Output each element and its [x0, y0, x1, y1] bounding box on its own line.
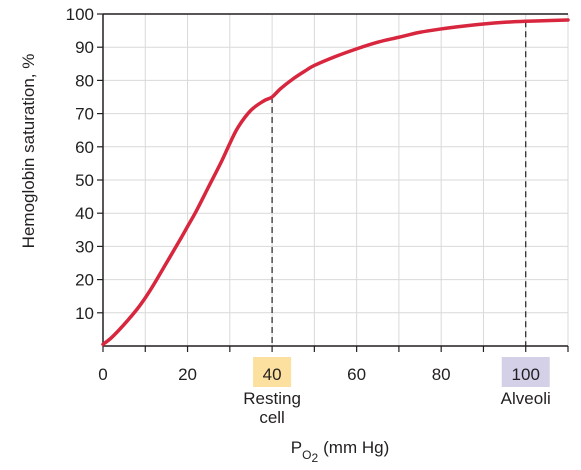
x-axis-label-unit: (mm Hg) [323, 438, 389, 457]
y-tick-label: 80 [75, 71, 94, 90]
x-tick-label: 60 [347, 365, 366, 384]
annotation-label: Alveoli [501, 389, 551, 408]
y-axis-label: Hemoglobin saturation, % [19, 54, 38, 249]
y-tick-label: 60 [75, 138, 94, 157]
y-tick-label: 10 [75, 304, 94, 323]
y-tick-label: 90 [75, 38, 94, 57]
x-tick-label: 0 [98, 365, 107, 384]
tick-highlight [253, 357, 292, 387]
y-tick-label: 30 [75, 237, 94, 256]
x-tick-label: 100 [512, 365, 540, 384]
x-tick-label: 20 [178, 365, 197, 384]
y-tick-label: 40 [75, 204, 94, 223]
annotation-label: Resting [243, 389, 301, 408]
x-axis-label-subscript: O [302, 448, 311, 462]
x-axis-label-subsubscript: 2 [311, 451, 318, 465]
x-tick-label: 40 [263, 365, 282, 384]
y-tick-label: 100 [66, 5, 94, 24]
y-tick-label: 50 [75, 171, 94, 190]
annotation-label: cell [259, 408, 285, 427]
y-tick-label: 20 [75, 271, 94, 290]
tick-highlight [501, 357, 550, 387]
x-tick-label: 80 [432, 365, 451, 384]
x-axis-label: PO2 (mm Hg) [291, 438, 389, 465]
y-tick-label: 70 [75, 105, 94, 124]
series-line [101, 18, 570, 347]
x-axis-label-base: P [291, 438, 302, 457]
